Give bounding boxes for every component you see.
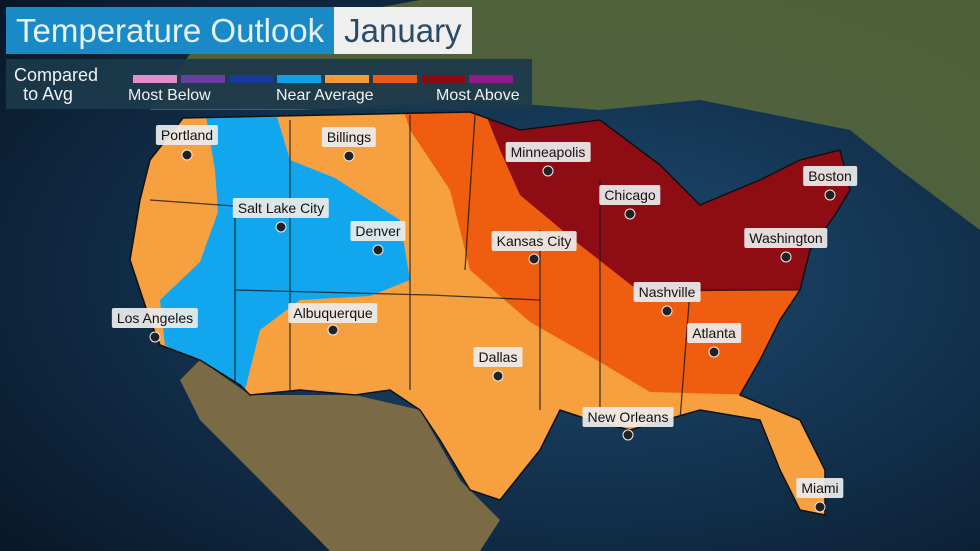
city-dot <box>528 253 540 265</box>
city-dot <box>824 189 836 201</box>
legend-label-line2: to Avg <box>23 84 73 104</box>
zone-near-average <box>160 112 410 390</box>
city-dot <box>542 165 554 177</box>
city-dot <box>661 305 673 317</box>
city-dot <box>492 370 504 382</box>
legend-most-above: Most Above <box>436 87 520 104</box>
legend: Compared to Avg Most Below Near Average … <box>6 59 532 109</box>
legend-label: Compared to Avg <box>14 65 99 104</box>
title: Temperature Outlook <box>6 7 335 54</box>
city-dot <box>814 501 826 513</box>
city-dot <box>624 208 636 220</box>
city-dot <box>372 244 384 256</box>
city-dot <box>149 331 161 343</box>
city-dot <box>275 221 287 233</box>
legend-swatch-7 <box>469 75 513 83</box>
title-bar: Temperature Outlook January <box>6 7 472 54</box>
legend-near-average: Near Average <box>276 87 374 104</box>
legend-most-below: Most Below <box>128 87 211 104</box>
legend-swatch-0 <box>133 75 177 83</box>
legend-swatch-5 <box>373 75 417 83</box>
legend-label-line1: Compared <box>14 65 99 85</box>
city-dot <box>343 150 355 162</box>
city-dot <box>181 149 193 161</box>
mexico-land <box>180 360 500 551</box>
city-dot <box>327 324 339 336</box>
legend-swatch-3 <box>277 75 321 83</box>
city-dot <box>708 346 720 358</box>
city-dot <box>622 429 634 441</box>
city-dot <box>780 251 792 263</box>
state-borders <box>149 114 820 430</box>
legend-swatch-6 <box>421 75 465 83</box>
month-label: January <box>334 7 472 54</box>
legend-swatch-1 <box>181 75 225 83</box>
legend-swatch-2 <box>229 75 273 83</box>
legend-swatches <box>133 75 513 83</box>
legend-swatch-4 <box>325 75 369 83</box>
canada-land <box>150 0 980 230</box>
